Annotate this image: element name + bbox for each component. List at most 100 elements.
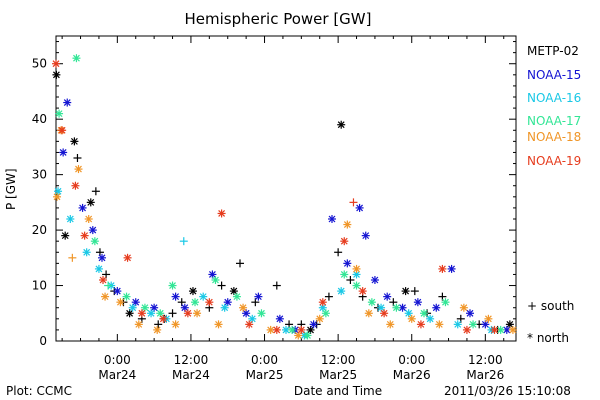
data-point-noaa-17 — [420, 309, 428, 318]
data-point-noaa-16 — [54, 187, 63, 196]
data-point-noaa-17 — [469, 320, 478, 329]
data-point-noaa-19 — [245, 320, 254, 329]
data-point-metp-02 — [73, 154, 82, 162]
legend-item-noaa-16: NOAA-16 — [527, 91, 582, 105]
data-point-noaa-15 — [254, 292, 263, 301]
data-point-noaa-19 — [137, 309, 146, 318]
data-point-noaa-15 — [466, 309, 474, 318]
data-point-noaa-18 — [116, 298, 125, 307]
data-point-noaa-15 — [370, 276, 379, 284]
data-point-noaa-16 — [179, 237, 188, 246]
y-tick-label: 40 — [32, 112, 47, 126]
data-point-noaa-17 — [156, 309, 165, 318]
data-point-metp-02 — [217, 281, 226, 290]
data-point-metp-02 — [188, 287, 197, 296]
y-tick-label: 30 — [32, 168, 47, 182]
data-point-noaa-15 — [275, 314, 284, 323]
data-point-noaa-18 — [84, 215, 93, 223]
data-point-noaa-19 — [71, 181, 80, 190]
data-point-noaa-18 — [407, 314, 416, 323]
y-axis-label: P [GW] — [4, 168, 18, 210]
x-tick-label: 12:00 — [468, 353, 503, 367]
data-point-noaa-17 — [257, 309, 266, 318]
x-tick-label: 0:00 — [104, 353, 131, 367]
legend-item-noaa-15: NOAA-15 — [527, 68, 582, 82]
data-point-noaa-16 — [94, 264, 103, 273]
data-point-noaa-19 — [80, 231, 89, 240]
data-point-metp-02 — [410, 287, 419, 296]
data-point-noaa-18 — [214, 320, 223, 329]
data-point-noaa-18 — [171, 320, 180, 329]
data-point-noaa-19 — [183, 309, 192, 318]
data-point-noaa-15 — [383, 292, 392, 301]
data-point-noaa-18 — [193, 309, 202, 318]
data-point-noaa-17 — [168, 281, 177, 290]
data-point-noaa-18 — [343, 220, 352, 229]
data-point-noaa-16 — [128, 303, 137, 312]
y-tick-label: 0 — [39, 334, 47, 348]
data-point-noaa-18 — [435, 320, 444, 329]
data-point-noaa-16 — [404, 309, 413, 318]
data-point-metp-02 — [168, 309, 177, 318]
y-tick-label: 20 — [32, 223, 47, 237]
legend-item-metp-02: METP-02 — [527, 44, 579, 58]
data-point-noaa-15 — [98, 253, 106, 262]
data-point-metp-02 — [337, 120, 346, 129]
data-point-noaa-16 — [426, 314, 435, 323]
data-point-noaa-18 — [459, 303, 468, 312]
x-tick-label-date: Mar25 — [246, 368, 284, 382]
data-point-noaa-17 — [211, 276, 220, 284]
data-point-noaa-15 — [309, 320, 318, 329]
data-point-noaa-15 — [343, 259, 352, 268]
data-point-metp-02 — [91, 187, 100, 196]
data-point-noaa-19 — [340, 237, 349, 246]
data-point-noaa-19 — [52, 59, 60, 68]
data-point-noaa-17 — [104, 281, 113, 290]
data-point-noaa-17 — [232, 292, 241, 301]
data-point-noaa-18 — [484, 314, 493, 323]
data-point-metp-02 — [334, 248, 343, 257]
data-point-noaa-15 — [88, 226, 97, 235]
x-tick-label: 0:00 — [251, 353, 278, 367]
data-point-noaa-19 — [205, 298, 214, 307]
data-point-noaa-18 — [153, 325, 162, 334]
data-point-noaa-18 — [134, 320, 143, 329]
data-point-noaa-19 — [490, 325, 499, 334]
data-point-noaa-19 — [217, 209, 226, 218]
data-point-metp-02 — [86, 198, 95, 207]
data-point-noaa-17 — [288, 325, 297, 334]
data-point-noaa-18 — [53, 192, 62, 201]
data-point-noaa-16 — [282, 325, 290, 334]
x-tick-label: 0:00 — [398, 353, 425, 367]
legend-item-noaa-19: NOAA-19 — [527, 154, 582, 168]
x-tick-label-date: Mar24 — [172, 368, 210, 382]
data-point-noaa-16 — [337, 287, 346, 296]
data-point-noaa-19 — [318, 298, 327, 307]
x-tick-label-date: Mar24 — [98, 368, 136, 382]
data-point-noaa-18 — [239, 303, 248, 312]
data-point-noaa-15 — [447, 264, 456, 273]
data-point-noaa-15 — [328, 215, 336, 223]
data-point-metp-02 — [236, 259, 244, 268]
data-point-noaa-18 — [68, 253, 77, 262]
data-point-noaa-19 — [380, 309, 389, 318]
data-point-noaa-17 — [392, 303, 401, 312]
data-point-noaa-17 — [55, 109, 64, 118]
data-point-noaa-17 — [321, 309, 330, 318]
legend-symbol-north: * north — [527, 331, 569, 345]
data-point-noaa-19 — [297, 325, 306, 334]
data-point-noaa-15 — [432, 303, 441, 312]
data-point-noaa-19 — [438, 264, 447, 273]
data-point-noaa-17 — [72, 54, 81, 63]
data-point-noaa-17 — [340, 270, 349, 279]
y-tick-label: 10 — [32, 279, 47, 293]
north-symbol: * — [527, 331, 533, 345]
data-point-noaa-19 — [272, 325, 281, 334]
data-point-noaa-15 — [78, 203, 87, 212]
data-point-metp-02 — [229, 287, 238, 296]
footer-credit: Plot: CCMC — [6, 384, 72, 398]
data-point-noaa-19 — [99, 276, 108, 284]
x-axis-label: Date and Time — [293, 384, 383, 398]
data-point-noaa-18 — [101, 292, 110, 301]
data-point-noaa-17 — [367, 298, 376, 307]
